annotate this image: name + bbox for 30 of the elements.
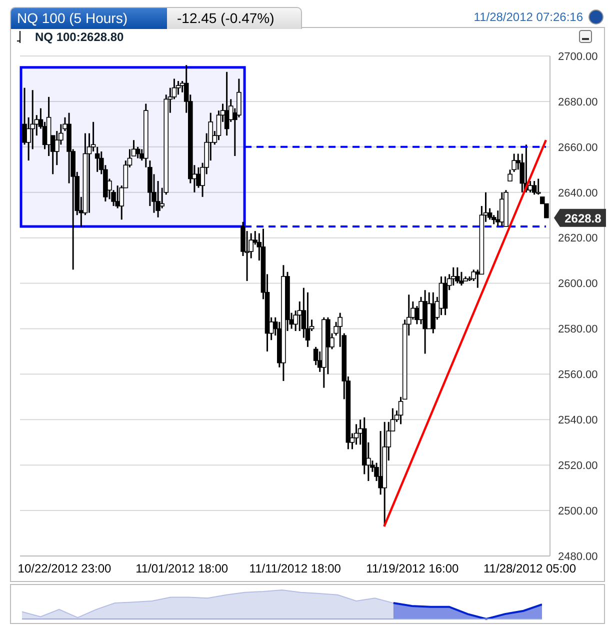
y-tick-label: 2600.00 xyxy=(558,278,598,290)
y-tick-label: 2480.00 xyxy=(558,550,598,563)
candlestick xyxy=(305,292,310,348)
candlestick xyxy=(459,271,464,286)
y-tick-label: 2580.00 xyxy=(558,324,598,336)
x-tick-label: 10/22/2012 23:00 xyxy=(18,562,112,576)
text: 11/28/2012 07:26:16 xyxy=(474,10,583,24)
y-tick-label: 2660.00 xyxy=(558,142,598,154)
chart-subtitle: -12.45 (-0.47%) xyxy=(177,9,274,28)
candlestick xyxy=(536,178,541,196)
x-tick-label: 11/11/2012 18:00 xyxy=(249,562,342,576)
x-tick-label: 11/19/2012 16:00 xyxy=(366,562,460,576)
candlestick xyxy=(532,180,537,196)
y-tick-label: 2500.00 xyxy=(558,505,598,518)
y-tick-label: 2560.00 xyxy=(558,369,598,382)
y-tick-label: 2540.00 xyxy=(558,414,598,427)
chart-title: NQ 100 (5 Hours) xyxy=(11,8,167,29)
y-tick-label: 2620.00 xyxy=(558,232,598,245)
y-tick-label: 2680.00 xyxy=(558,96,598,108)
y-tick-label: 2520.00 xyxy=(558,460,598,472)
y-tick-label: 2700.00 xyxy=(558,50,598,63)
x-tick-label: 11/28/2012 05:00 xyxy=(484,562,576,576)
candlestick xyxy=(176,80,181,96)
candlestick xyxy=(455,266,460,284)
text: NQ 100:2628.80 xyxy=(35,30,124,44)
candlestick xyxy=(512,152,516,173)
x-tick-label: 11/01/2012 18:00 xyxy=(136,562,228,576)
candlestick xyxy=(297,300,302,332)
y-tick-label: 2640.00 xyxy=(558,187,598,200)
text: 2628.8 xyxy=(564,211,602,226)
